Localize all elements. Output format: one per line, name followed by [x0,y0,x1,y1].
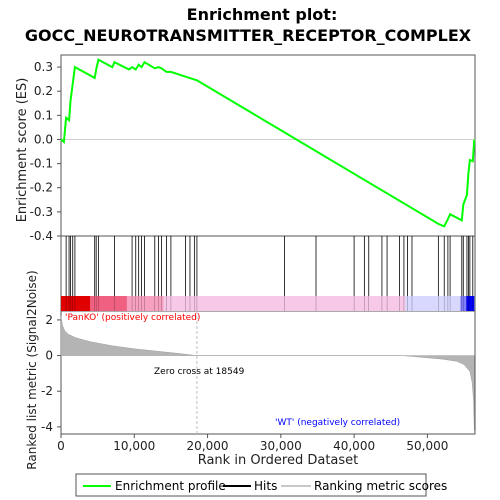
legend-enrichment-label: Enrichment profile [115,479,226,493]
chart-title-line2: GOCC_NEUROTRANSMITTER_RECEPTOR_COMPLEX [25,26,472,45]
x-tick-label: 20,000 [187,439,229,453]
color-bar-segment [90,296,127,311]
es-y-tick-label: -0.3 [30,205,53,219]
metric-y-tick-label: -2 [41,384,53,398]
positive-label: 'PanKO' (positively correlated) [65,313,200,323]
x-tick-label: 0 [57,439,65,453]
es-axis: 0.3 0.2 0.1 0.0 -0.1 -0.2 -0.3 -0.4 [30,60,475,243]
x-tick-label: 40,000 [333,439,375,453]
es-y-tick-label: 0.2 [34,84,53,98]
es-plot [60,58,476,228]
legend-metric-label: Ranking metric scores [314,479,447,493]
es-y-tick-label: -0.2 [30,181,53,195]
x-tick-label: 30,000 [260,439,302,453]
x-axis: 0 10,000 20,000 30,000 40,000 50,000 [57,434,448,453]
x-tick-label: 50,000 [406,439,448,453]
es-y-tick-label: -0.1 [30,157,53,171]
hits-marks [65,236,474,296]
ranking-color-bar [61,296,475,311]
metric-y-tick-label: -4 [41,420,53,434]
es-panel [60,54,476,237]
color-bar-segment [405,296,461,311]
es-y-tick-label: 0.1 [34,108,53,122]
legend-hits-label: Hits [254,479,277,493]
metric-plot: 2 0 -2 -4 [41,311,475,434]
color-bar-segment [126,296,164,311]
chart-title-line1: Enrichment plot: [187,5,338,24]
x-axis-label: Rank in Ordered Dataset [198,453,359,468]
color-bar-segment [61,296,91,311]
metric-y-tick-label: 0 [45,349,53,363]
es-y-tick-label: -0.4 [30,229,53,243]
x-tick-label: 10,000 [113,439,155,453]
enrichment-profile-line [60,58,476,228]
es-y-tick-label: 0.0 [34,132,53,146]
ranking-metric-area [60,316,475,431]
color-bar-segment [466,296,475,311]
negative-label: 'WT' (negatively correlated) [275,418,400,428]
zero-cross-label: Zero cross at 18549 [154,367,245,377]
es-y-axis-label: Enrichment score (ES) [15,78,30,223]
metric-y-axis-label: Ranked list metric (Signal2Noise) [25,270,39,469]
metric-panel [60,310,476,435]
metric-y-tick-label: 2 [45,313,53,327]
es-y-tick-label: 0.3 [34,60,53,74]
